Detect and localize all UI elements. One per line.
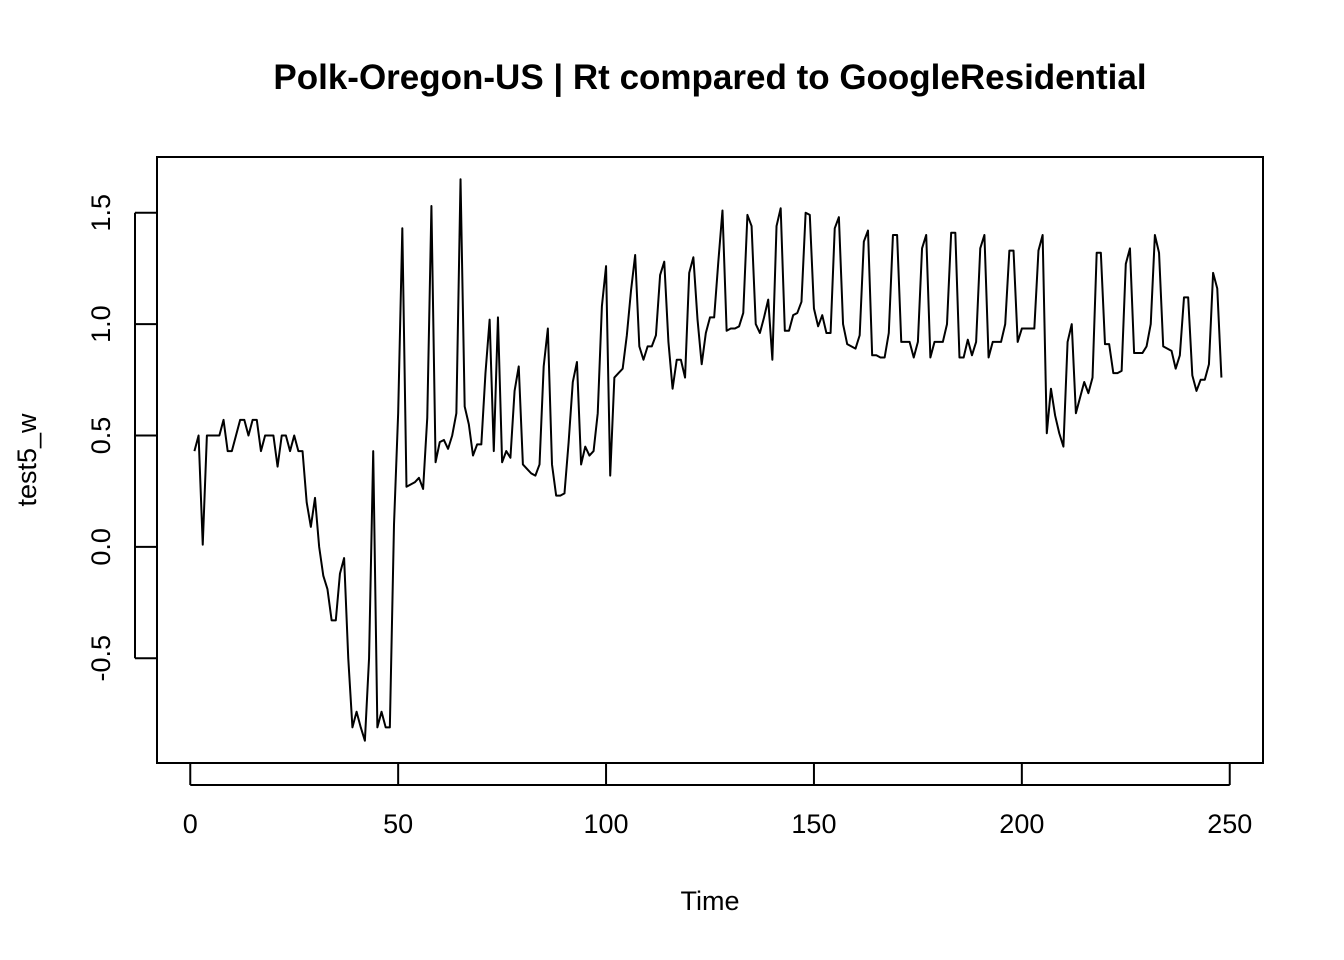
y-tick-label: 0.5 (86, 417, 116, 455)
y-tick-label: -0.5 (86, 635, 116, 682)
x-tick-label: 200 (999, 809, 1044, 839)
y-axis: -0.5 0.0 0.5 1.0 1.5 (86, 194, 156, 682)
y-tick-label: 0.0 (86, 528, 116, 566)
plot-frame (156, 156, 1264, 764)
x-tick-label: 50 (383, 809, 413, 839)
x-tick-label: 100 (584, 809, 629, 839)
y-tick-label: 1.0 (86, 305, 116, 343)
x-tick-label: 0 (183, 809, 198, 839)
x-tick-label: 250 (1207, 809, 1252, 839)
x-tick-label: 150 (791, 809, 836, 839)
series-line (193, 178, 1223, 742)
y-axis-label: test5_w (12, 413, 42, 507)
x-axis-label: Time (681, 886, 740, 916)
y-tick-label: 1.5 (86, 194, 116, 232)
chart-title: Polk-Oregon-US | Rt compared to GoogleRe… (273, 58, 1147, 97)
x-axis: 0 50 100 150 200 250 (183, 764, 1252, 839)
